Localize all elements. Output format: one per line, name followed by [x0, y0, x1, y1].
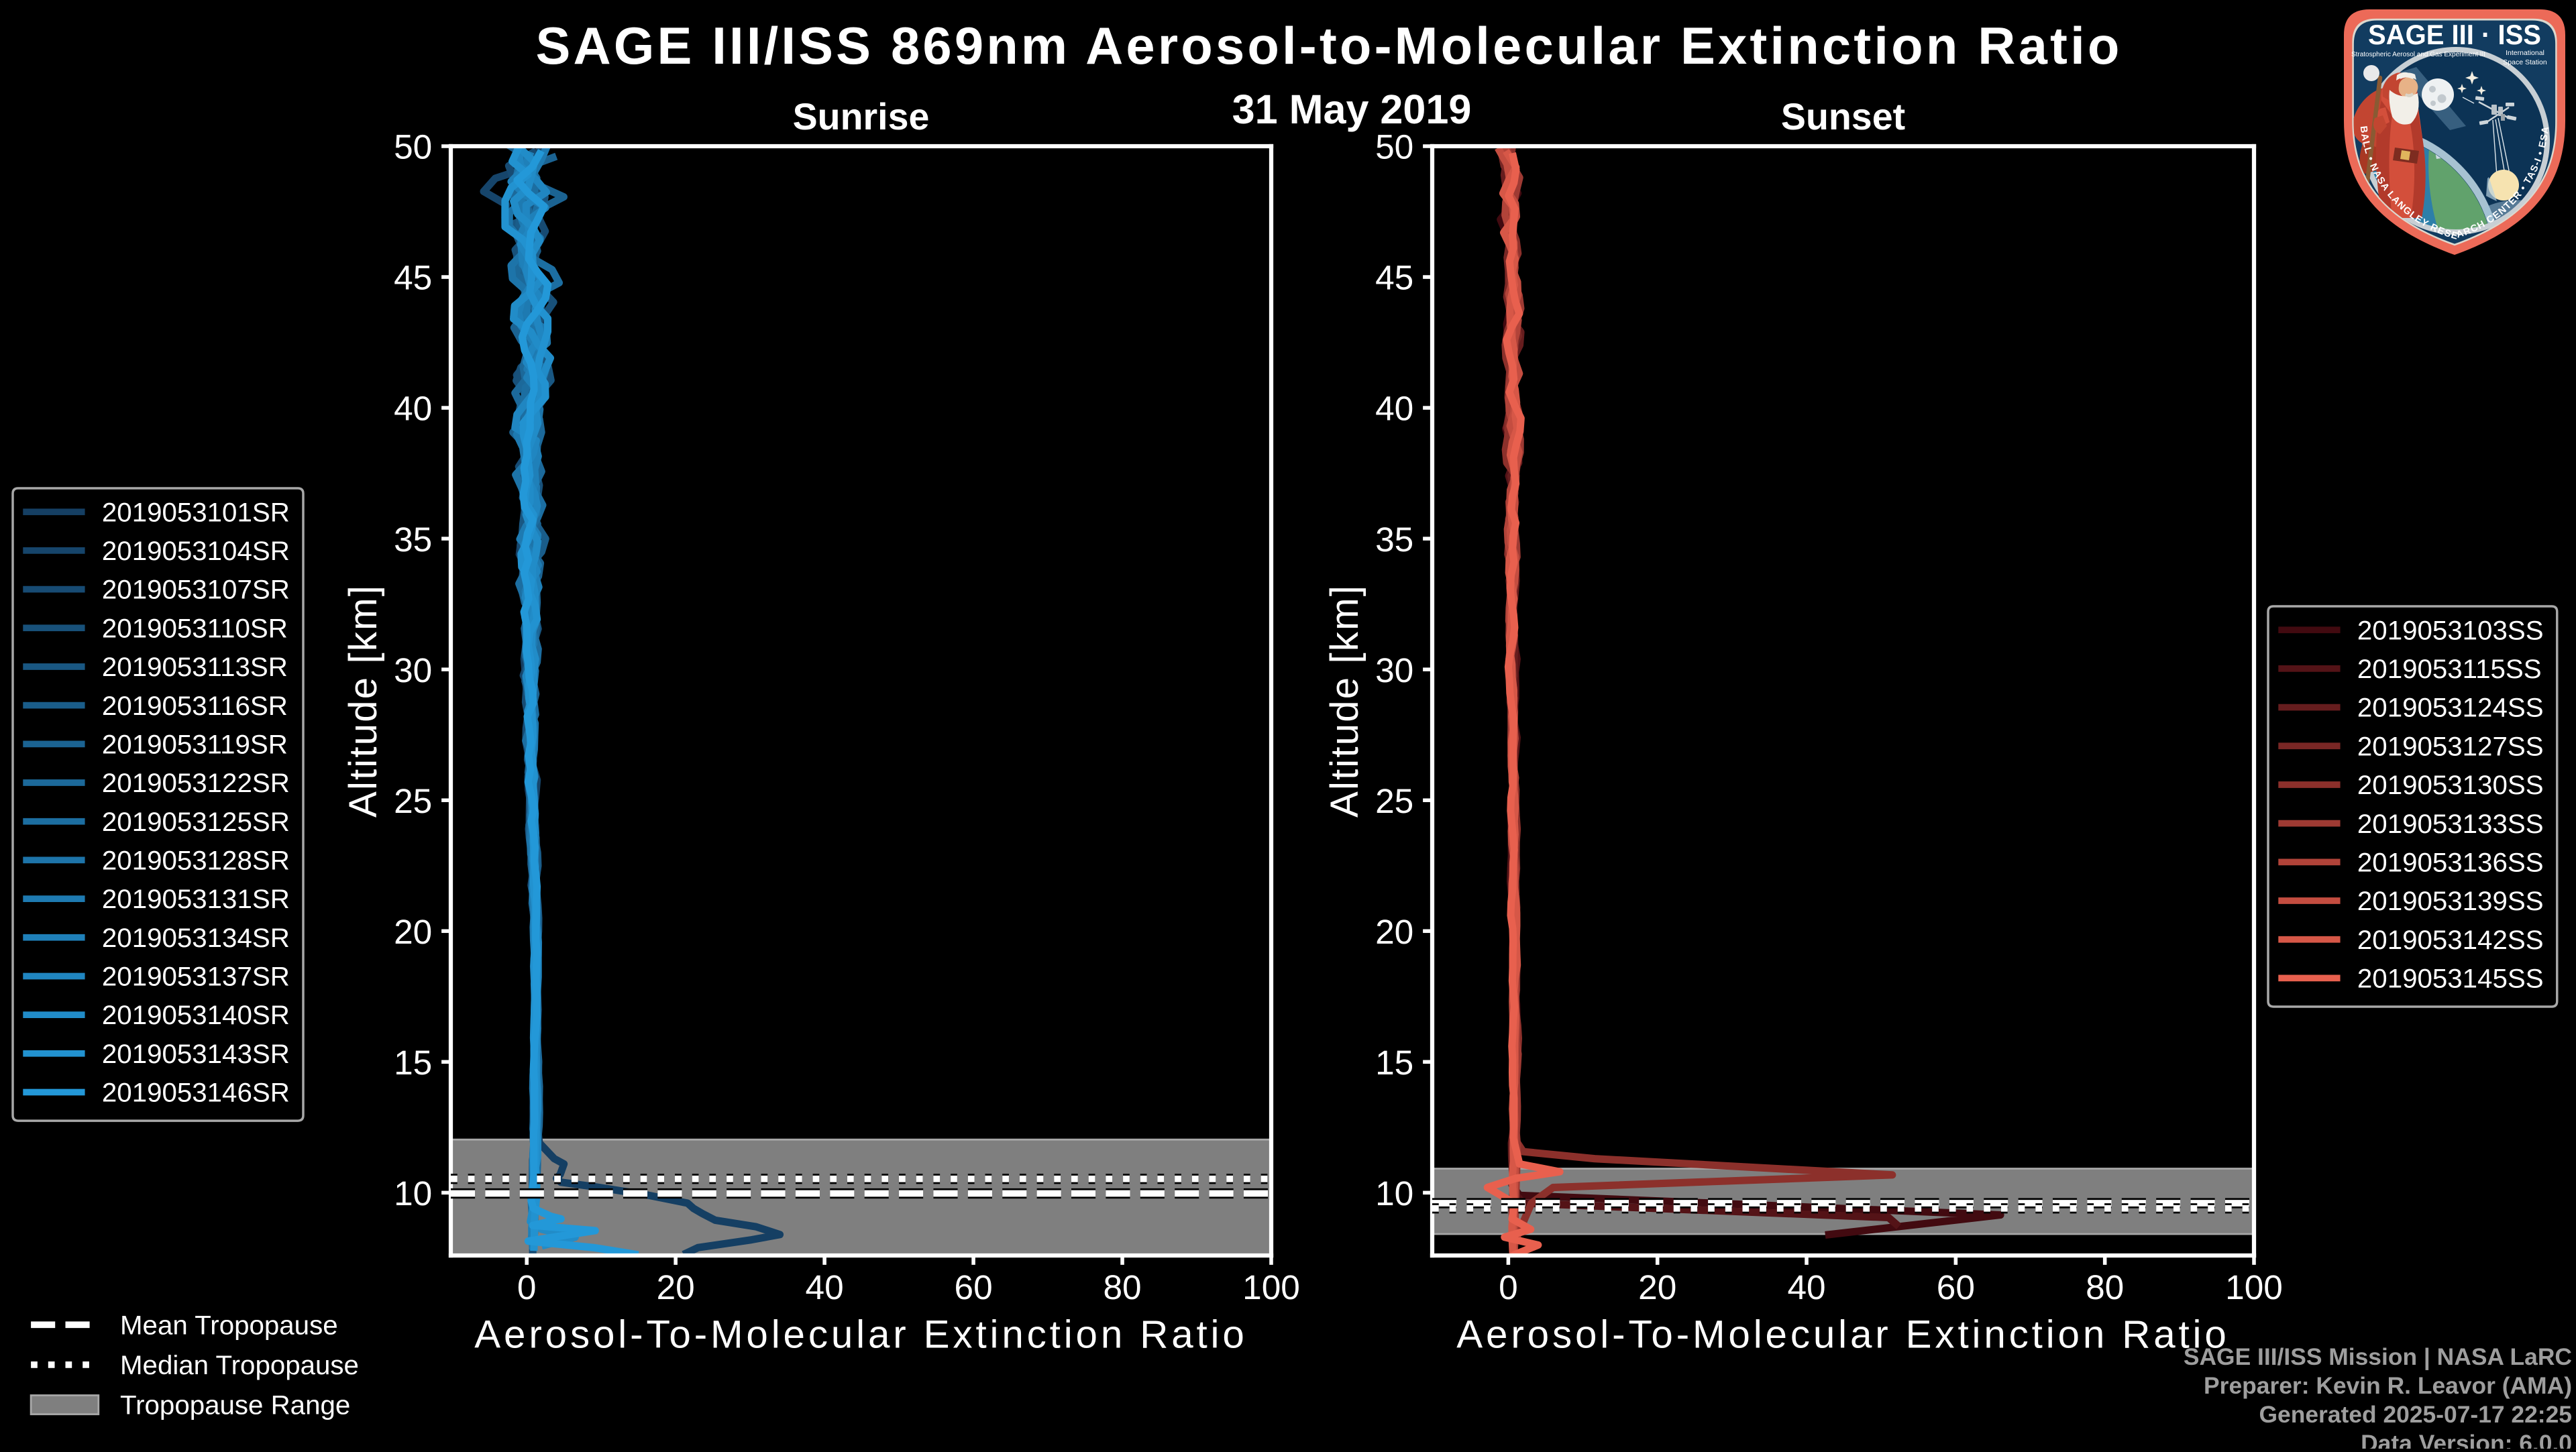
svg-text:100: 100	[2225, 1268, 2283, 1306]
svg-text:Altitude [km]: Altitude [km]	[1323, 584, 1366, 818]
svg-text:10: 10	[1375, 1174, 1413, 1213]
svg-text:2019053116SR: 2019053116SR	[102, 691, 288, 721]
svg-text:20: 20	[1375, 912, 1413, 951]
svg-text:International: International	[2506, 49, 2544, 57]
svg-text:2019053110SR: 2019053110SR	[102, 613, 288, 643]
svg-text:80: 80	[2086, 1268, 2124, 1306]
svg-text:2019053140SR: 2019053140SR	[102, 1000, 290, 1030]
svg-text:Sunset: Sunset	[1781, 96, 1905, 137]
svg-text:20: 20	[1638, 1268, 1676, 1306]
svg-text:100: 100	[1242, 1268, 1300, 1306]
svg-text:2019053122SR: 2019053122SR	[102, 768, 290, 798]
svg-text:2019053103SS: 2019053103SS	[2357, 615, 2544, 645]
svg-text:SAGE III/ISS 869nm Aerosol-to-: SAGE III/ISS 869nm Aerosol-to-Molecular …	[535, 17, 2122, 75]
svg-text:2019053136SS: 2019053136SS	[2357, 847, 2544, 877]
svg-text:2019053101SR: 2019053101SR	[102, 497, 290, 527]
svg-text:2019053115SS: 2019053115SS	[2357, 654, 2542, 684]
svg-text:2019053137SR: 2019053137SR	[102, 962, 290, 992]
svg-text:2019053119SR: 2019053119SR	[102, 729, 288, 759]
svg-text:2019053143SR: 2019053143SR	[102, 1039, 290, 1069]
svg-text:2019053131SR: 2019053131SR	[102, 884, 290, 914]
svg-text:40: 40	[806, 1268, 844, 1306]
svg-text:0: 0	[517, 1268, 537, 1306]
svg-text:Preparer: Kevin R. Leavor (AMA: Preparer: Kevin R. Leavor (AMA)	[2204, 1372, 2572, 1399]
svg-text:Mean Tropopause: Mean Tropopause	[120, 1310, 338, 1340]
svg-text:SAGE III · ISS: SAGE III · ISS	[2368, 19, 2541, 50]
svg-text:80: 80	[1103, 1268, 1141, 1306]
svg-text:Data Version: 6.0.0: Data Version: 6.0.0	[2361, 1430, 2572, 1449]
svg-text:Aerosol-To-Molecular Extinctio: Aerosol-To-Molecular Extinction Ratio	[1456, 1313, 2229, 1356]
svg-text:Median Tropopause: Median Tropopause	[120, 1350, 359, 1380]
svg-text:20: 20	[657, 1268, 695, 1306]
svg-text:2019053133SS: 2019053133SS	[2357, 809, 2544, 839]
svg-text:Stratospheric Aerosol and Gas: Stratospheric Aerosol and Gas Experiment…	[2351, 51, 2485, 58]
svg-text:Altitude [km]: Altitude [km]	[341, 584, 385, 818]
svg-text:45: 45	[394, 258, 432, 297]
svg-text:2019053134SR: 2019053134SR	[102, 923, 290, 953]
svg-text:40: 40	[1375, 389, 1413, 428]
svg-text:2019053145SS: 2019053145SS	[2357, 963, 2544, 993]
svg-text:40: 40	[394, 389, 432, 428]
svg-text:Space Station: Space Station	[2503, 58, 2547, 66]
svg-text:35: 35	[1375, 520, 1413, 559]
svg-text:2019053113SR: 2019053113SR	[102, 652, 288, 682]
svg-text:25: 25	[394, 781, 432, 820]
svg-text:50: 50	[394, 127, 432, 166]
svg-text:Sunrise: Sunrise	[793, 96, 930, 137]
svg-text:0: 0	[1499, 1268, 1518, 1306]
svg-text:2019053127SS: 2019053127SS	[2357, 731, 2544, 761]
svg-text:2019053130SS: 2019053130SS	[2357, 770, 2544, 800]
svg-text:Aerosol-To-Molecular Extinctio: Aerosol-To-Molecular Extinction Ratio	[474, 1313, 1247, 1356]
svg-text:Tropopause Range: Tropopause Range	[120, 1390, 350, 1420]
svg-text:15: 15	[394, 1043, 432, 1082]
svg-text:2019053146SR: 2019053146SR	[102, 1078, 290, 1108]
svg-text:SAGE III/ISS Mission | NASA La: SAGE III/ISS Mission | NASA LaRC	[2184, 1343, 2572, 1370]
svg-text:30: 30	[1375, 651, 1413, 689]
svg-text:15: 15	[1375, 1043, 1413, 1082]
svg-text:2019053104SR: 2019053104SR	[102, 536, 290, 566]
svg-text:50: 50	[1375, 127, 1413, 166]
svg-text:31 May 2019: 31 May 2019	[1232, 87, 1472, 132]
svg-text:30: 30	[394, 651, 432, 689]
svg-text:20: 20	[394, 912, 432, 951]
svg-text:25: 25	[1375, 781, 1413, 820]
svg-text:2019053142SS: 2019053142SS	[2357, 925, 2544, 955]
svg-text:35: 35	[394, 520, 432, 559]
svg-text:Generated 2025-07-17 22:25: Generated 2025-07-17 22:25	[2259, 1401, 2572, 1428]
svg-text:2019053107SR: 2019053107SR	[102, 575, 290, 605]
svg-text:60: 60	[955, 1268, 993, 1306]
svg-text:40: 40	[1787, 1268, 1825, 1306]
svg-text:2019053128SR: 2019053128SR	[102, 845, 290, 875]
svg-text:2019053139SS: 2019053139SS	[2357, 886, 2544, 916]
svg-text:45: 45	[1375, 258, 1413, 297]
svg-text:60: 60	[1937, 1268, 1975, 1306]
svg-text:2019053124SS: 2019053124SS	[2357, 693, 2544, 723]
svg-text:2019053125SR: 2019053125SR	[102, 807, 290, 837]
svg-text:10: 10	[394, 1174, 432, 1213]
